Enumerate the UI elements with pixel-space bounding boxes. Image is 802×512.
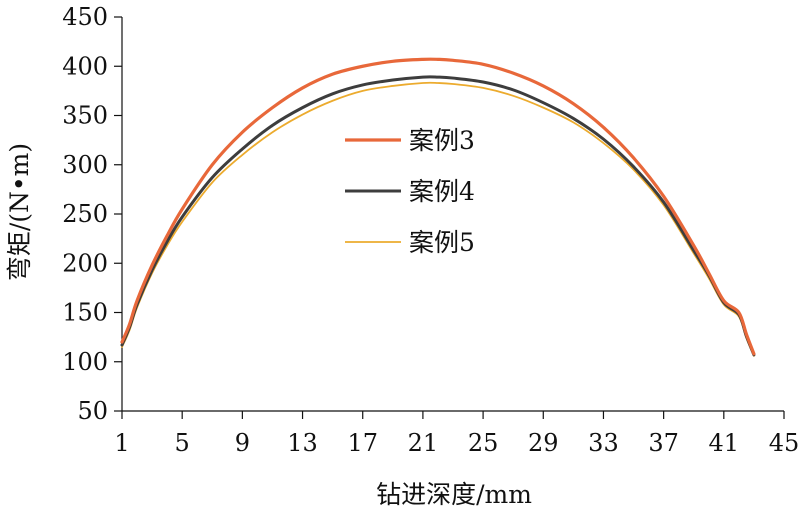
y-tick-label: 150 — [62, 299, 108, 327]
legend: 案例3 案例4 案例5 — [345, 126, 475, 257]
y-axis-title: 弯矩/(N•m) — [5, 143, 34, 281]
axes: 50 100 150 200 250 300 350 400 450 1 5 9 13 17 21 25 29 3… — [62, 3, 799, 457]
x-tick-label: 37 — [648, 429, 679, 457]
x-tick-label: 17 — [347, 429, 378, 457]
legend-label: 案例5 — [409, 228, 475, 257]
legend-item-1: 案例3 — [345, 126, 475, 155]
x-tick-label: 1 — [114, 429, 129, 457]
y-tick-label: 450 — [62, 3, 108, 31]
x-tick-label: 5 — [175, 429, 190, 457]
series-layer — [120, 57, 756, 357]
x-tick-label: 25 — [468, 429, 499, 457]
series-line-2 — [120, 75, 756, 357]
x-tick-label: 41 — [709, 429, 740, 457]
y-tick-label: 100 — [62, 348, 108, 376]
x-tick-label: 33 — [588, 429, 619, 457]
y-tick-label: 250 — [62, 200, 108, 228]
series-line-3 — [121, 81, 755, 357]
y-tick-label: 300 — [62, 151, 108, 179]
x-tick-label: 21 — [408, 429, 439, 457]
legend-label: 案例3 — [409, 126, 475, 155]
y-tick-label: 50 — [77, 397, 108, 425]
x-axis-title: 钻进深度/mm — [376, 480, 532, 509]
x-tick-label: 13 — [287, 429, 318, 457]
legend-label: 案例4 — [409, 177, 475, 206]
series-line-1 — [120, 57, 756, 356]
legend-item-2: 案例4 — [345, 177, 475, 206]
x-tick-label: 29 — [528, 429, 559, 457]
legend-item-3: 案例5 — [345, 228, 475, 257]
y-tick-label: 350 — [62, 102, 108, 130]
y-tick-label: 400 — [62, 52, 108, 80]
x-tick-label: 9 — [235, 429, 250, 457]
x-tick-label: 45 — [769, 429, 800, 457]
y-tick-label: 200 — [62, 249, 108, 277]
